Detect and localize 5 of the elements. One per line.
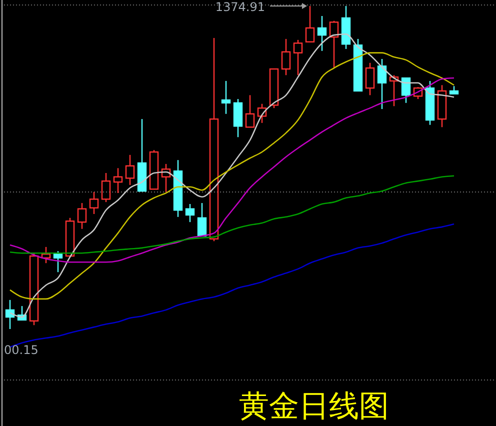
annotation: 1374.91 xyxy=(215,0,265,14)
text: 黄金日线图 xyxy=(239,389,389,424)
text: 00.15 xyxy=(4,343,38,357)
candlestick xyxy=(221,80,231,114)
candlestick xyxy=(317,15,327,52)
